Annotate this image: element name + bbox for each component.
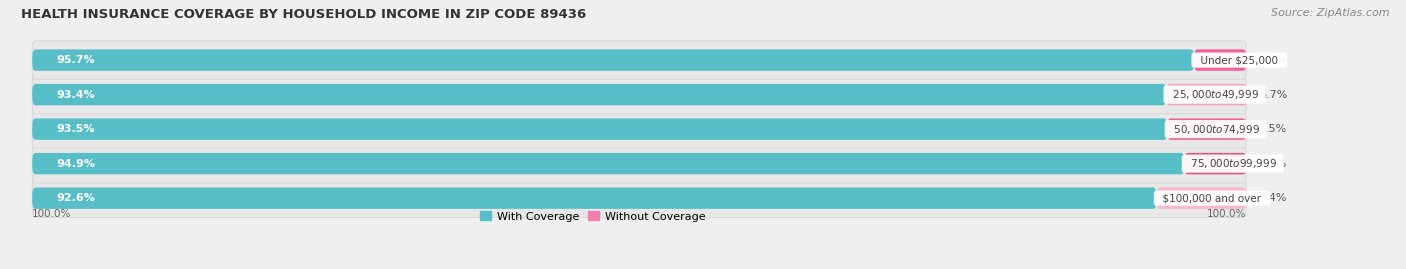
Text: $50,000 to $74,999: $50,000 to $74,999 — [1167, 123, 1264, 136]
FancyBboxPatch shape — [1184, 153, 1246, 174]
FancyBboxPatch shape — [32, 118, 1167, 140]
Text: 100.0%: 100.0% — [32, 209, 72, 219]
FancyBboxPatch shape — [1194, 49, 1246, 71]
FancyBboxPatch shape — [1166, 84, 1247, 105]
FancyBboxPatch shape — [1167, 118, 1246, 140]
Text: 92.6%: 92.6% — [56, 193, 96, 203]
FancyBboxPatch shape — [32, 49, 1194, 71]
Text: 93.4%: 93.4% — [56, 90, 96, 100]
Legend: With Coverage, Without Coverage: With Coverage, Without Coverage — [475, 207, 710, 226]
Text: Source: ZipAtlas.com: Source: ZipAtlas.com — [1271, 8, 1389, 18]
FancyBboxPatch shape — [32, 179, 1246, 217]
Text: 94.9%: 94.9% — [56, 159, 96, 169]
FancyBboxPatch shape — [32, 144, 1246, 183]
Text: $75,000 to $99,999: $75,000 to $99,999 — [1184, 157, 1281, 170]
FancyBboxPatch shape — [32, 84, 1166, 105]
Text: Under $25,000: Under $25,000 — [1194, 55, 1285, 65]
FancyBboxPatch shape — [32, 110, 1246, 148]
FancyBboxPatch shape — [32, 187, 1156, 209]
Text: 100.0%: 100.0% — [1206, 209, 1246, 219]
Text: 93.5%: 93.5% — [56, 124, 96, 134]
Text: 7.4%: 7.4% — [1258, 193, 1286, 203]
Text: 95.7%: 95.7% — [56, 55, 96, 65]
FancyBboxPatch shape — [1156, 187, 1246, 209]
Text: 5.1%: 5.1% — [1258, 159, 1286, 169]
FancyBboxPatch shape — [32, 75, 1246, 114]
Text: 4.3%: 4.3% — [1258, 55, 1286, 65]
Text: 6.5%: 6.5% — [1258, 124, 1286, 134]
Text: $100,000 and over: $100,000 and over — [1156, 193, 1268, 203]
FancyBboxPatch shape — [32, 41, 1246, 79]
FancyBboxPatch shape — [32, 153, 1184, 174]
Text: 6.7%: 6.7% — [1260, 90, 1288, 100]
Text: $25,000 to $49,999: $25,000 to $49,999 — [1166, 88, 1263, 101]
Text: HEALTH INSURANCE COVERAGE BY HOUSEHOLD INCOME IN ZIP CODE 89436: HEALTH INSURANCE COVERAGE BY HOUSEHOLD I… — [21, 8, 586, 21]
